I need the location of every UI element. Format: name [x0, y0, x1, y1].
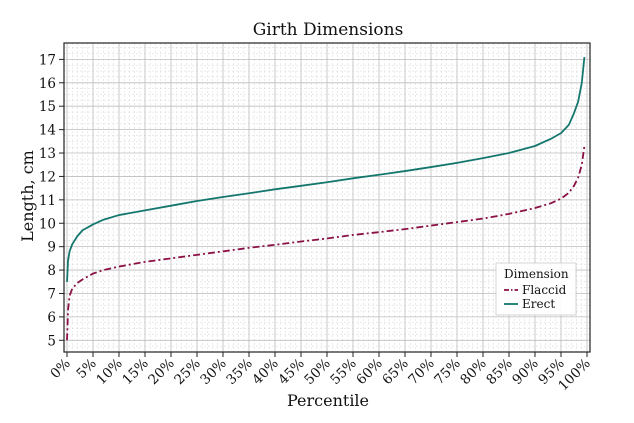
y-tick-label: 11 — [39, 193, 56, 209]
x-tick-label: 55% — [327, 355, 360, 388]
x-tick-label: 75% — [431, 355, 464, 388]
x-tick-label: 10% — [93, 355, 126, 388]
x-tick-label: 60% — [353, 355, 386, 388]
legend-box — [495, 262, 577, 316]
y-tick-label: 10 — [39, 216, 56, 232]
x-tick-label: 40% — [249, 355, 282, 388]
x-tick-label: 70% — [405, 355, 438, 388]
y-tick-label: 15 — [39, 99, 56, 115]
legend-label-erect: Erect — [522, 297, 555, 311]
x-tick-label: 45% — [275, 355, 308, 388]
x-tick-label: 80% — [457, 355, 490, 388]
series-layer — [66, 56, 586, 341]
x-tick-label: 65% — [379, 355, 412, 388]
x-tick-label: 15% — [119, 355, 152, 388]
y-tick-label: 17 — [39, 52, 56, 68]
chart-title: Girth Dimensions — [253, 20, 404, 40]
major-gridlines — [64, 43, 590, 352]
y-tick-label: 14 — [39, 123, 56, 139]
series-line-flaccid — [66, 145, 586, 341]
x-tick-label: 30% — [197, 355, 230, 388]
x-axis-label: Percentile — [287, 391, 369, 410]
y-tick-label: 16 — [39, 76, 56, 92]
x-tick-label: 90% — [509, 355, 542, 388]
x-tick-label: 20% — [145, 355, 178, 388]
y-tick-label: 13 — [39, 146, 56, 162]
x-tick-label: 50% — [301, 355, 334, 388]
y-tick-label: 5 — [47, 333, 56, 349]
x-tick-label: 25% — [171, 355, 204, 388]
y-axis-ticks: 5 6 7 8 9 10 11 12 13 14 15 16 17 — [39, 52, 64, 349]
legend-title: Dimension — [504, 267, 569, 281]
y-tick-label: 12 — [39, 169, 56, 185]
y-tick-label: 6 — [47, 310, 56, 326]
x-tick-label: 0% — [47, 355, 74, 382]
legend-label-flaccid: Flaccid — [522, 283, 567, 297]
x-axis-ticks: 0% 5%10%15%20%25%30%35%40%45%50%55%60%65%… — [47, 352, 594, 394]
series-line-erect — [66, 56, 586, 282]
y-tick-label: 8 — [47, 263, 56, 279]
x-tick-label: 85% — [483, 355, 516, 388]
x-tick-label: 35% — [223, 355, 256, 388]
y-axis-label: Length, cm — [18, 150, 37, 242]
y-tick-label: 7 — [47, 286, 56, 302]
y-tick-label: 9 — [47, 240, 56, 256]
